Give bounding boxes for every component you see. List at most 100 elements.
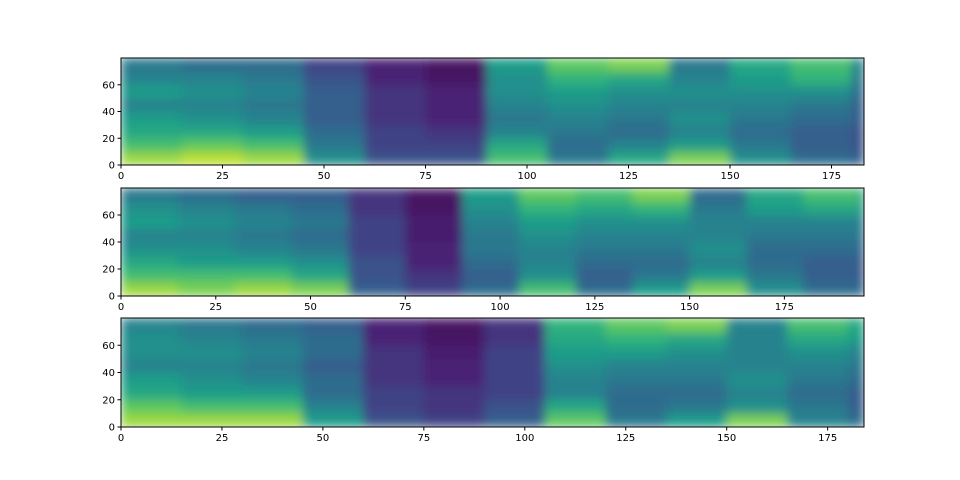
- heatmap-cell: [291, 215, 349, 229]
- heatmap-cell: [484, 358, 546, 373]
- heatmap-cell: [181, 358, 243, 373]
- heatmap-cell: [746, 201, 804, 216]
- heatmap-cell: [790, 151, 853, 165]
- x-tick-label: 75: [399, 302, 412, 313]
- heatmap-cell: [726, 413, 788, 427]
- heatmap-cell: [790, 84, 853, 99]
- heatmap-cell: [605, 345, 667, 360]
- heatmap-cell: [851, 124, 864, 139]
- heatmap-cell: [484, 372, 546, 387]
- heatmap-cell: [689, 269, 747, 283]
- heatmap-cell: [348, 242, 406, 256]
- x-tick-label: 0: [118, 302, 124, 313]
- heatmap-cell: [121, 111, 183, 126]
- heatmap-cell: [575, 228, 634, 243]
- heatmap-cell: [348, 188, 406, 202]
- heatmap-cell: [847, 318, 864, 333]
- heatmap-cell: [303, 58, 366, 72]
- heatmap-cell: [121, 372, 183, 387]
- heatmap-cell: [847, 331, 864, 346]
- heatmap-cell: [242, 138, 305, 153]
- x-tick-label: 175: [775, 302, 794, 313]
- heatmap-cell: [242, 71, 305, 86]
- heatmap-cell: [608, 151, 670, 165]
- heatmap-cell: [860, 201, 864, 216]
- heatmap-cell: [484, 345, 546, 360]
- heatmap-cell: [462, 188, 520, 202]
- heatmap-cell: [666, 345, 728, 360]
- heatmap-cell: [730, 98, 792, 112]
- heatmap-cell: [484, 413, 546, 427]
- heatmap-cell: [291, 188, 349, 202]
- heatmap-cell: [423, 331, 485, 346]
- heatmap-cell: [348, 282, 406, 296]
- heatmap-cell: [544, 413, 607, 427]
- heatmap-cell: [544, 331, 607, 346]
- heatmap-cell: [348, 215, 406, 229]
- heatmap-cells: [121, 318, 864, 427]
- y-tick-label: 0: [109, 423, 115, 434]
- heatmap-cell: [121, 58, 183, 72]
- heatmap-cell: [121, 282, 179, 296]
- heatmap-cell: [847, 399, 864, 414]
- heatmap-cell: [291, 201, 349, 216]
- heatmap-cell: [790, 138, 853, 153]
- heatmap-cell: [547, 58, 609, 72]
- heatmap-cell: [121, 84, 183, 99]
- heatmap-cell: [121, 269, 179, 283]
- heatmap-cell: [425, 98, 487, 112]
- x-tick-label: 100: [491, 302, 510, 313]
- heatmap-cell: [177, 228, 236, 243]
- heatmap-cell: [605, 372, 667, 387]
- x-tick-label: 100: [515, 433, 534, 444]
- heatmap-cell: [291, 242, 349, 256]
- heatmap-cell: [302, 399, 364, 414]
- heatmap-cell: [689, 282, 747, 296]
- heatmap-cell: [632, 242, 691, 256]
- heatmap-cell: [423, 372, 485, 387]
- heatmap-cell: [234, 228, 293, 243]
- heatmap-cell: [121, 98, 183, 112]
- heatmap-cell: [425, 111, 487, 126]
- heatmap-cell: [423, 399, 485, 414]
- y-tick-label: 0: [109, 292, 115, 303]
- heatmap-cell: [666, 399, 728, 414]
- heatmap-cell: [860, 242, 864, 256]
- heatmap-cell: [363, 318, 425, 333]
- heatmap-cell: [860, 282, 864, 296]
- heatmap-cell: [177, 215, 236, 229]
- heatmap-cell: [787, 331, 849, 346]
- heatmap-cell: [746, 282, 804, 296]
- heatmap-cell: [484, 318, 546, 333]
- heatmap-cell: [462, 282, 520, 296]
- heatmap-cell: [242, 124, 305, 139]
- heatmap-cell: [519, 242, 577, 256]
- heatmap-cell: [544, 318, 607, 333]
- heatmap-cell: [348, 201, 406, 216]
- y-tick-label: 20: [102, 395, 115, 406]
- heatmap-cell: [462, 255, 520, 270]
- heatmap-cell: [847, 358, 864, 373]
- heatmap-cell: [666, 413, 728, 427]
- heatmap-cell: [242, 318, 304, 333]
- heatmap-cell: [632, 282, 691, 296]
- heatmap-cell: [851, 84, 864, 99]
- heatmap-cell: [405, 269, 463, 283]
- heatmap-cell: [746, 269, 804, 283]
- heatmap-cell: [462, 201, 520, 216]
- heatmap-cell: [405, 188, 463, 202]
- heatmap-cell: [787, 413, 849, 427]
- heatmap-cell: [726, 345, 788, 360]
- heatmap-cell: [851, 98, 864, 112]
- heatmap-cell: [544, 386, 607, 401]
- heatmap-cell: [787, 358, 849, 373]
- heatmap-cell: [121, 215, 179, 229]
- heatmap-cell: [181, 58, 244, 72]
- heatmap-cell: [851, 58, 864, 72]
- heatmap-cell: [242, 331, 304, 346]
- heatmap-cell: [605, 399, 667, 414]
- heatmap-cell: [803, 269, 861, 283]
- heatmap-cell: [803, 242, 861, 256]
- heatmap-cell: [689, 242, 747, 256]
- heatmap-cell: [860, 228, 864, 243]
